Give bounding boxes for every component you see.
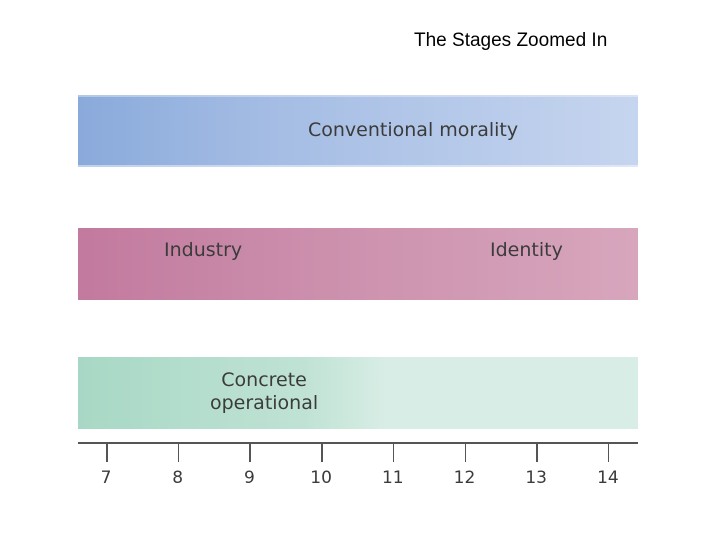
axis-tick xyxy=(607,444,610,462)
axis-tick-label: 11 xyxy=(381,468,404,488)
axis-line xyxy=(78,442,638,444)
slide-title: The Stages Zoomed In xyxy=(414,30,608,51)
axis-tick xyxy=(464,444,466,462)
conventional-morality-label: Conventional morality xyxy=(308,119,519,141)
axis-tick-label: 7 xyxy=(100,468,112,488)
axis-tick-label: 10 xyxy=(310,468,332,488)
axis-tick xyxy=(177,444,180,462)
concrete-label-line1: Concrete xyxy=(221,369,307,391)
axis-tick-label: 9 xyxy=(243,468,255,488)
axis-tick-label: 13 xyxy=(525,468,547,488)
conventional-morality-band: Conventional morality xyxy=(78,95,638,167)
concrete-operational-label: Concrete operational xyxy=(210,369,318,415)
axis-tick xyxy=(321,444,323,462)
axis-tick xyxy=(249,444,251,462)
axis-tick-label: 14 xyxy=(597,468,619,488)
concrete-label-line2: operational xyxy=(210,391,319,414)
axis-tick xyxy=(536,444,538,462)
axis-tick-label: 12 xyxy=(453,468,476,488)
axis-tick xyxy=(392,444,395,462)
industry-identity-band: Industry Identity xyxy=(78,228,638,300)
industry-label: Industry xyxy=(164,239,243,261)
identity-label: Identity xyxy=(490,239,563,261)
concrete-operational-band: Concrete operational xyxy=(78,357,638,429)
axis-tick-label: 8 xyxy=(172,468,184,488)
axis-tick xyxy=(106,444,108,462)
age-axis: 7 8 9 10 11 12 13 14 xyxy=(78,442,638,502)
